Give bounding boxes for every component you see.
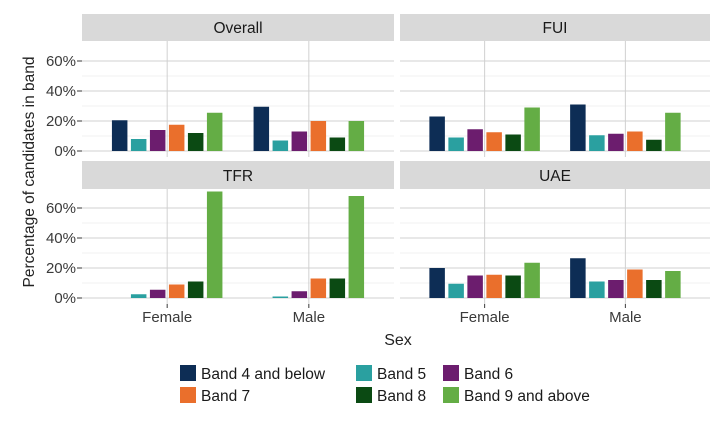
y-tick-label: 60% [46, 200, 76, 217]
bar [570, 104, 586, 151]
chart-panels: Overall 0% 20% 40% 60% FUI TFR 0% 20% 40% 60% Femal… [46, 14, 710, 326]
bar [486, 274, 502, 298]
legend-item: Band 8 [356, 387, 426, 405]
legend: Band 4 and below Band 5 Band 6 Band 7 Band 8… [180, 365, 590, 405]
legend-label: Band 7 [201, 388, 250, 405]
panel-title: Overall [213, 20, 262, 37]
bar [168, 124, 185, 151]
y-tick-label: 40% [46, 230, 76, 247]
panel-overall: Overall 0% 20% 40% 60% [46, 14, 394, 160]
panel-strip [82, 161, 394, 189]
panel-title: UAE [539, 168, 571, 185]
panel-title: TFR [223, 168, 253, 185]
y-tick-label: 40% [46, 83, 76, 100]
y-axis-title: Percentage of candidates in band [21, 57, 38, 288]
legend-item: Band 4 and below [180, 365, 326, 383]
bar [608, 280, 624, 298]
bar [291, 131, 308, 151]
x-tick-label: Male [609, 309, 642, 326]
bar [646, 139, 662, 151]
legend-item: Band 5 [356, 365, 426, 383]
bar [570, 258, 586, 298]
legend-swatch [356, 387, 372, 403]
bar [467, 129, 483, 151]
panel-tfr: TFR 0% 20% 40% 60% Female Male [46, 161, 394, 326]
legend-label: Band 4 and below [201, 366, 326, 383]
legend-swatch [180, 387, 196, 403]
bar [524, 262, 540, 298]
x-tick-label: Male [293, 309, 326, 326]
bar [448, 283, 464, 298]
bar [149, 289, 166, 298]
bar [467, 275, 483, 298]
bar [429, 268, 445, 298]
y-tick-label: 20% [46, 260, 76, 277]
bar [253, 106, 270, 151]
bar [272, 296, 289, 298]
panel-strip [400, 161, 710, 189]
bar [608, 133, 624, 151]
bar [589, 135, 605, 151]
bar [329, 278, 346, 298]
bar [310, 121, 327, 151]
y-tick-label: 0% [54, 143, 76, 160]
bar [187, 281, 204, 298]
legend-item: Band 9 and above [443, 387, 590, 405]
panel-fui: FUI [400, 14, 710, 157]
bar [206, 112, 223, 151]
bar [429, 116, 445, 151]
bar [310, 278, 327, 298]
legend-label: Band 5 [377, 366, 426, 383]
panel-strip [82, 14, 394, 41]
bar [646, 280, 662, 298]
legend-label: Band 9 and above [464, 388, 590, 405]
y-tick-label: 0% [54, 290, 76, 307]
legend-item: Band 7 [180, 387, 250, 405]
legend-label: Band 8 [377, 388, 426, 405]
legend-swatch [443, 365, 459, 381]
bar [130, 139, 147, 151]
bar [348, 196, 365, 298]
legend-swatch [443, 387, 459, 403]
x-axis-title: Sex [384, 332, 412, 349]
bar [505, 275, 521, 298]
bar [149, 130, 166, 151]
x-tick-label: Female [460, 309, 510, 326]
legend-item: Band 6 [443, 365, 513, 383]
bar [665, 112, 681, 151]
bar [505, 134, 521, 151]
bar [448, 137, 464, 151]
bar [627, 269, 643, 298]
bar [272, 140, 289, 151]
y-tick-label: 60% [46, 53, 76, 70]
legend-swatch [180, 365, 196, 381]
bar [329, 137, 346, 151]
bar [206, 191, 223, 298]
panel-title: FUI [543, 20, 568, 37]
bar [130, 294, 147, 298]
panel-strip [400, 14, 710, 41]
bar [111, 120, 128, 151]
bar [291, 291, 308, 298]
bar [486, 132, 502, 151]
bar [627, 131, 643, 151]
x-tick-label: Female [142, 309, 192, 326]
bar [187, 133, 204, 151]
bar [665, 271, 681, 298]
bar [589, 281, 605, 298]
panel-uae: UAE Female Male [400, 161, 710, 326]
legend-swatch [356, 365, 372, 381]
bar [524, 107, 540, 151]
bar [348, 121, 365, 151]
legend-label: Band 6 [464, 366, 513, 383]
bar [168, 284, 185, 298]
y-tick-label: 20% [46, 113, 76, 130]
